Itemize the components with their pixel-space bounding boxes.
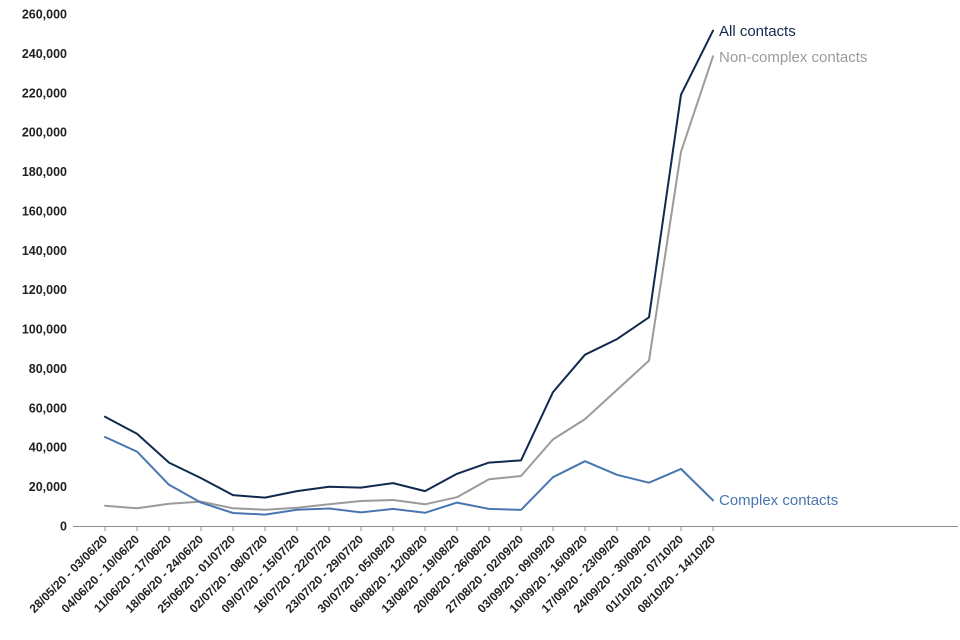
y-tick-label: 240,000 [22, 47, 67, 61]
y-tick-label: 140,000 [22, 244, 67, 258]
y-tick-label: 180,000 [22, 165, 67, 179]
y-tick-label: 80,000 [29, 362, 67, 376]
y-axis-ticks: 0 20,000 40,000 60,000 80,000 100,000 120,000 1… [22, 8, 67, 534]
series-line-non-complex-contacts [104, 55, 714, 511]
series-label-non-complex-contacts: Non-complex contacts [719, 49, 867, 66]
y-tick-label: 120,000 [22, 283, 67, 297]
y-tick-label: 60,000 [29, 401, 67, 415]
y-tick-label: 100,000 [22, 323, 67, 337]
y-tick-label: 260,000 [22, 8, 67, 22]
series-label-complex-contacts: Complex contacts [719, 492, 838, 509]
series-line-all-contacts [104, 29, 714, 499]
series-line-complex-contacts [104, 436, 714, 516]
y-tick-label: 220,000 [22, 86, 67, 100]
series-label-all-contacts: All contacts [719, 23, 796, 40]
series-labels: All contacts Non-complex contacts Complex … [719, 23, 867, 509]
y-tick-label: 160,000 [22, 204, 67, 218]
y-tick-label: 40,000 [29, 441, 67, 455]
y-tick-label: 20,000 [29, 480, 67, 494]
y-tick-label: 200,000 [22, 126, 67, 140]
y-tick-label: 0 [60, 520, 67, 534]
series-lines [104, 29, 714, 516]
